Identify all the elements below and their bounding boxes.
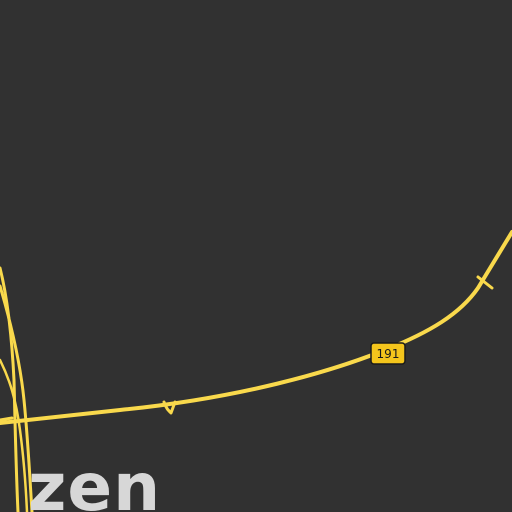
route-shield-191[interactable]: 191 [370,342,406,365]
highway-route-shield [370,342,406,365]
road-route-191[interactable] [0,230,512,425]
road-west-curve[interactable] [0,358,29,512]
road-west-left-lane[interactable] [0,266,20,512]
road-west-outer[interactable] [0,416,14,422]
place-label[interactable]: zen [28,449,161,512]
road-route-191-line[interactable] [0,230,512,425]
road-ramp-small [162,400,177,415]
road-tick-east [476,275,494,290]
road-west-north-south[interactable] [0,266,34,512]
road-west-right-lane[interactable] [0,284,34,512]
route-shield-label: 191 [377,347,400,361]
